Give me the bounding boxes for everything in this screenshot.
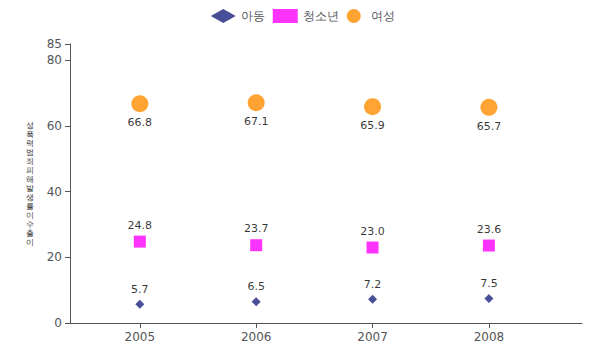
svg-text:피: 피 xyxy=(26,166,34,175)
svg-text:률: 률 xyxy=(26,202,34,211)
svg-text:아동: 아동 xyxy=(241,9,265,23)
svg-text:해: 해 xyxy=(26,175,34,184)
svg-text:60: 60 xyxy=(47,119,62,133)
svg-text:80: 80 xyxy=(47,53,62,67)
svg-text:폭: 폭 xyxy=(26,130,34,139)
svg-text:24.8: 24.8 xyxy=(128,219,153,232)
svg-text:죄: 죄 xyxy=(26,157,34,166)
svg-text:23.7: 23.7 xyxy=(244,222,269,235)
svg-text:7.5: 7.5 xyxy=(480,277,498,290)
svg-text:2007: 2007 xyxy=(357,330,388,344)
svg-text:이: 이 xyxy=(26,211,34,220)
svg-text:력: 력 xyxy=(26,139,34,148)
svg-text:2008: 2008 xyxy=(474,330,505,344)
svg-text:6.5: 6.5 xyxy=(247,280,265,293)
svg-text:2005: 2005 xyxy=(125,330,156,344)
svg-text:65.7: 65.7 xyxy=(477,120,502,133)
svg-text:청소년: 청소년 xyxy=(303,9,339,23)
svg-text:2006: 2006 xyxy=(241,330,272,344)
svg-text:67.1: 67.1 xyxy=(244,115,269,128)
svg-text:생: 생 xyxy=(26,193,34,202)
svg-text:23.0: 23.0 xyxy=(360,225,385,238)
svg-text:40: 40 xyxy=(47,185,62,199)
svg-text:85: 85 xyxy=(47,37,62,51)
svg-text:20: 20 xyxy=(47,250,62,264)
svg-text:범: 범 xyxy=(26,148,34,157)
svg-text:여성: 여성 xyxy=(371,9,395,23)
svg-text:65.9: 65.9 xyxy=(360,119,385,132)
svg-text:23.6: 23.6 xyxy=(477,223,502,236)
svg-text:7.2: 7.2 xyxy=(364,278,382,291)
svg-text:0: 0 xyxy=(54,316,62,330)
svg-text:발: 발 xyxy=(26,184,34,193)
svg-text:이: 이 xyxy=(26,238,34,247)
svg-text:5.7: 5.7 xyxy=(131,283,149,296)
svg-text:66.8: 66.8 xyxy=(128,116,153,129)
svg-text:성: 성 xyxy=(26,121,34,130)
svg-text:수: 수 xyxy=(26,220,34,229)
svg-text:출: 출 xyxy=(26,229,34,238)
